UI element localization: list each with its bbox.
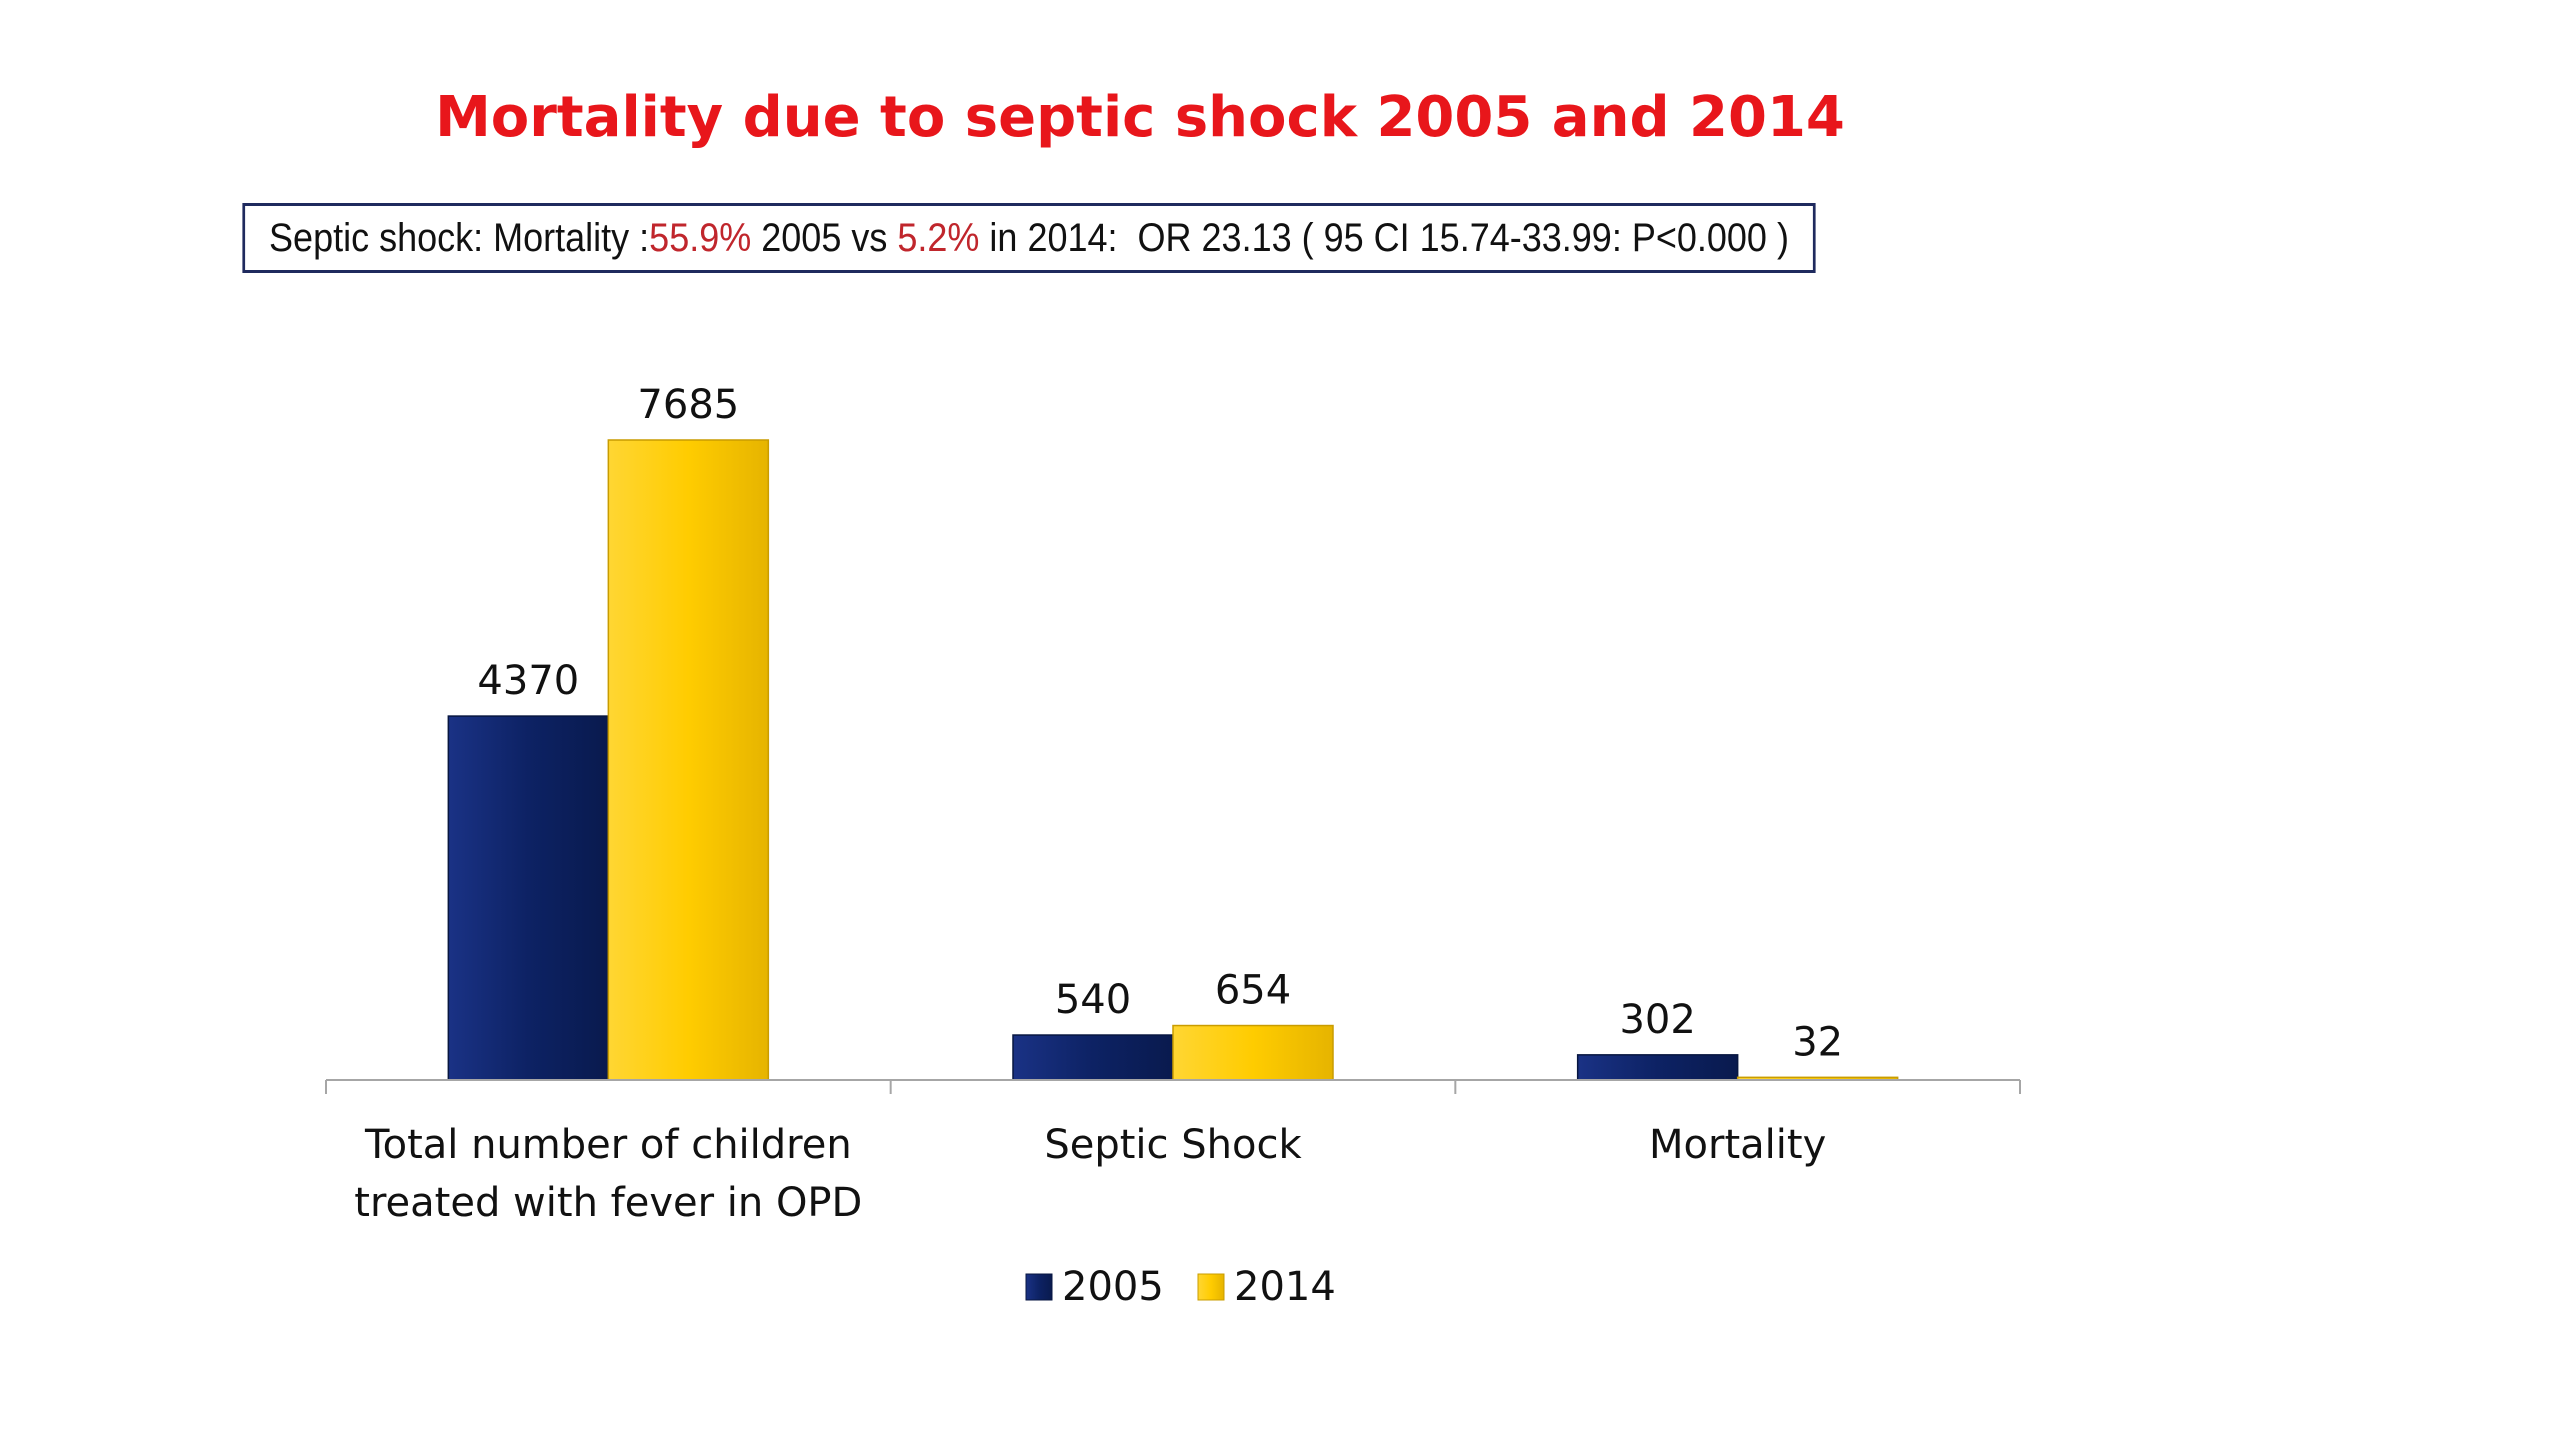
legend-swatch-2005 <box>1025 1273 1053 1301</box>
data-label-2014-1: 654 <box>1215 968 1291 1014</box>
bar-2005-0 <box>447 715 610 1081</box>
legend-label-2014: 2014 <box>1234 1264 1336 1310</box>
category-label-1: Septic Shock <box>1044 1122 1302 1168</box>
bar-2014-1 <box>1172 1024 1334 1081</box>
bar-2005-2 <box>1576 1054 1739 1081</box>
legend-swatch-2014 <box>1197 1273 1225 1301</box>
slide-title: Mortality due to septic shock 2005 and 2… <box>435 85 1845 150</box>
data-label-2014-2: 32 <box>1792 1019 1843 1065</box>
legend: 2005 2014 <box>1025 1264 1336 1310</box>
data-label-2005-0: 4370 <box>477 658 579 704</box>
legend-label-2005: 2005 <box>1062 1264 1164 1310</box>
stat-prefix: Septic shock: Mortality : <box>269 215 650 260</box>
category-label-2: Mortality <box>1649 1122 1826 1168</box>
stat-rate-2005: 55.9% <box>649 215 752 260</box>
data-label-2005-1: 540 <box>1055 977 1131 1023</box>
category-label-0: Total number of children <box>364 1122 852 1168</box>
stat-suffix: in 2014: OR 23.13 ( 95 CI 15.74-33.99: P… <box>979 215 1789 260</box>
bar-2014-0 <box>607 439 770 1081</box>
stat-mid: 2005 vs <box>751 215 898 260</box>
bar-2005-1 <box>1012 1034 1174 1081</box>
data-label-2005-2: 302 <box>1619 997 1695 1043</box>
statistics-box: Septic shock: Mortality :55.9% 2005 vs 5… <box>242 203 1816 273</box>
data-label-2014-0: 7685 <box>637 382 739 428</box>
category-label-0: treated with fever in OPD <box>354 1180 862 1226</box>
stat-rate-2014: 5.2% <box>897 215 980 260</box>
plot-area: 4370 7685 Total number of children treated … <box>325 382 2021 1226</box>
